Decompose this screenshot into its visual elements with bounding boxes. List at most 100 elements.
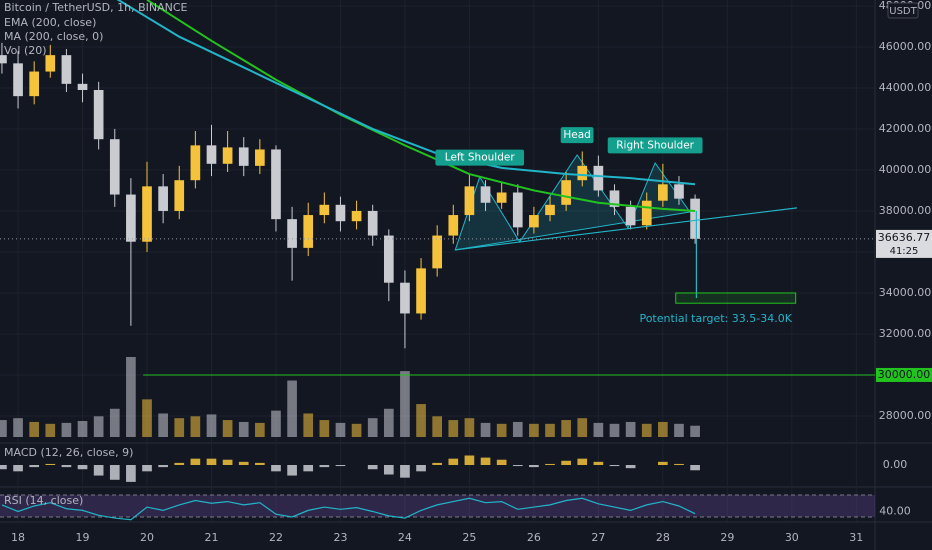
candle-body	[383, 235, 394, 283]
legend-rsi: RSI (14, close)	[4, 494, 83, 507]
macd-bar	[658, 461, 668, 465]
candle-body	[238, 147, 249, 166]
annotation-box	[435, 149, 525, 166]
candle-body	[29, 71, 40, 97]
volume-bar	[545, 423, 555, 437]
candle-body	[577, 165, 588, 181]
last-price-label: 36636.77	[878, 231, 931, 244]
candle-body	[109, 139, 120, 195]
currency-badge[interactable]	[887, 2, 919, 19]
macd-bar	[13, 465, 23, 472]
macd-bar	[593, 461, 604, 465]
candle-body	[400, 282, 410, 314]
macd-bar	[255, 462, 265, 465]
y-tick-label: 34000.00	[879, 286, 932, 299]
candle-body	[690, 198, 700, 239]
candle-body	[432, 235, 443, 269]
volume-bar	[255, 422, 265, 437]
volume-bar	[432, 416, 443, 437]
x-tick-label: 22	[269, 531, 283, 544]
volume-bar	[464, 418, 475, 437]
macd-bar	[577, 458, 588, 465]
volume-bar	[383, 408, 394, 437]
x-tick-label: 21	[204, 531, 218, 544]
volume-bar	[335, 422, 346, 437]
candle-body	[496, 192, 507, 203]
x-tick-label: 25	[462, 531, 476, 544]
y-tick-label: 42000.00	[879, 122, 932, 135]
candle-body	[625, 206, 636, 226]
macd-bar	[174, 462, 185, 465]
candle-body	[319, 204, 330, 216]
candle-body	[593, 165, 604, 191]
volume-bar	[400, 371, 410, 437]
volume-bar	[625, 421, 636, 437]
countdown: 41:25	[890, 246, 919, 257]
macd-bar	[625, 465, 636, 469]
volume-bar	[367, 418, 378, 437]
candle-body	[448, 215, 459, 236]
volume-bar	[158, 413, 168, 437]
macd-bar	[142, 465, 152, 472]
volume-bar	[674, 423, 684, 437]
candle-body	[222, 147, 233, 164]
annotation-text: Head	[563, 129, 590, 141]
annotation-text: Right Shoulder	[616, 139, 694, 151]
candle-body	[351, 210, 362, 222]
candle-body	[61, 55, 72, 84]
candle-body	[287, 219, 297, 248]
macd-bar	[609, 465, 620, 467]
macd-bar	[367, 465, 378, 470]
chart-title: Bitcoin / TetherUSD, 1h, BINANCE	[4, 1, 188, 14]
y-tick-label: 32000.00	[879, 327, 932, 340]
macd-bar	[464, 455, 475, 465]
volume-bar	[190, 416, 201, 437]
legend-ema: EMA (200, close)	[4, 16, 96, 29]
ma-line	[116, 0, 696, 186]
support-tag	[876, 367, 932, 382]
volume-bar	[690, 425, 700, 437]
candle-body	[158, 186, 168, 211]
macd-bar	[158, 465, 168, 468]
candle-body	[561, 180, 571, 205]
y-tick-label: 28000.00	[879, 409, 932, 422]
volume-bar	[142, 399, 152, 437]
volume-bar	[351, 423, 362, 437]
x-tick-label: 23	[333, 531, 347, 544]
x-tick-label: 19	[76, 531, 90, 544]
macd-bar	[674, 463, 684, 465]
candle-body	[303, 215, 314, 248]
candle-body	[0, 55, 7, 64]
macd-bar	[287, 465, 297, 476]
candle-body	[93, 89, 104, 140]
currency[interactable]: USDT	[889, 6, 917, 17]
x-tick-label: 18	[11, 531, 25, 544]
macd-bar	[496, 459, 507, 465]
annotation-text: Left Shoulder	[445, 152, 516, 164]
volume-bar	[561, 420, 571, 437]
macd-bar	[77, 465, 88, 470]
macd-bar	[383, 465, 394, 475]
x-tick-label: 27	[591, 531, 605, 544]
macd-bar	[545, 463, 555, 465]
macd-bar	[303, 465, 314, 472]
volume-bar	[126, 357, 136, 437]
y-tick-label: 44000.00	[879, 81, 932, 94]
rsi-tick-label: 40.00	[879, 504, 911, 517]
x-tick-label: 31	[849, 531, 863, 544]
macd-bar	[271, 465, 281, 472]
volume-bar	[658, 421, 668, 437]
x-tick-label: 24	[398, 531, 412, 544]
legend-ma: MA (200, close, 0)	[4, 30, 103, 43]
candle-body	[174, 180, 185, 211]
x-tick-label: 29	[720, 531, 734, 544]
candle-body	[512, 192, 523, 228]
volume-bar	[593, 422, 604, 437]
volume-bar	[271, 410, 281, 437]
volume-bar	[529, 423, 539, 437]
x-tick-label: 20	[140, 531, 154, 544]
volume-bar	[174, 418, 185, 437]
target-box	[675, 292, 797, 304]
candle-body	[206, 145, 217, 164]
volume-bar	[0, 420, 7, 437]
